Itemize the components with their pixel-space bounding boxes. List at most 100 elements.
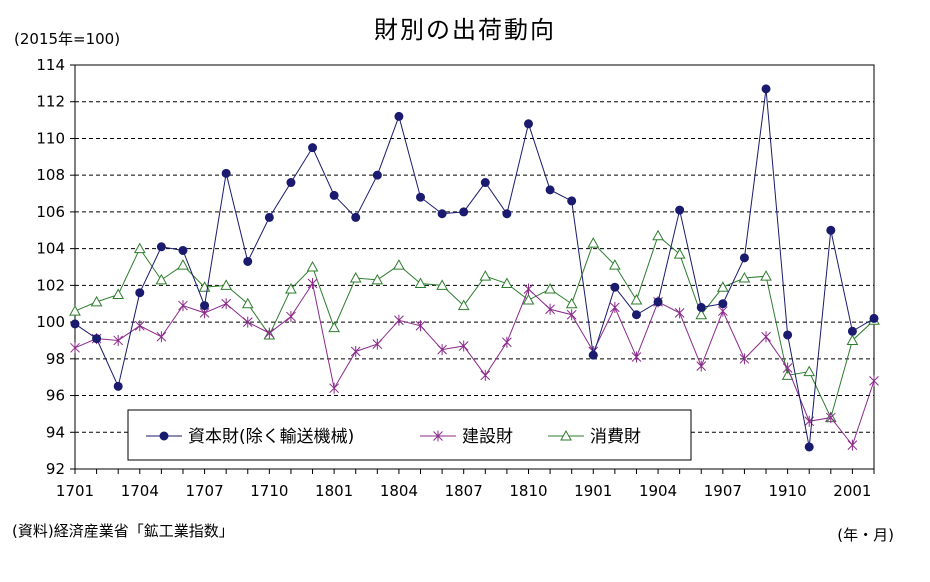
- point-0-1906: [696, 302, 706, 312]
- x-tick-label-1801: 1801: [315, 482, 353, 500]
- series-line-1: [74, 282, 875, 447]
- point-1-1711: [286, 311, 296, 323]
- point-0-1908: [739, 253, 749, 263]
- legend-marker-2: [560, 429, 572, 441]
- point-0-1812: [567, 196, 577, 206]
- point-1-2002: [869, 375, 879, 387]
- x-tick-label-1710: 1710: [250, 482, 288, 500]
- point-2-1803: [371, 273, 384, 285]
- point-2-2001: [846, 334, 859, 345]
- point-0-1701: [70, 319, 80, 329]
- point-2-1703: [112, 288, 125, 300]
- point-0-1903: [631, 310, 641, 320]
- point-0-1808: [480, 178, 490, 188]
- point-2-1808: [479, 270, 492, 281]
- point-1-1812: [566, 309, 577, 321]
- point-1-1809: [502, 336, 512, 348]
- y-tick-label-112: 112: [36, 93, 65, 111]
- point-0-2002: [869, 313, 879, 323]
- point-2-1908: [738, 271, 751, 283]
- point-2-1911: [803, 365, 816, 377]
- point-1-1804: [394, 314, 404, 326]
- point-0-2001: [847, 326, 857, 336]
- point-0-1810: [523, 119, 533, 129]
- point-0-1804: [394, 111, 404, 121]
- point-1-1708: [221, 298, 232, 310]
- chart-title: 財別の出荷動向: [374, 16, 556, 44]
- legend-label-0: 資本財(除く輸送機械): [188, 427, 354, 447]
- point-0-1901: [588, 350, 598, 360]
- axes: 92 94 96 98 100 102 104 106 108 110 112 114 1701 1704…: [36, 56, 875, 500]
- point-2-1902: [609, 259, 621, 270]
- point-0-1904: [653, 297, 663, 307]
- point-0-1702: [92, 334, 102, 344]
- point-0-1805: [416, 192, 426, 202]
- legend-label-2: 消費財: [590, 427, 641, 447]
- x-tick-label-1807: 1807: [445, 482, 483, 500]
- legend-label-1: 建設財: [462, 427, 513, 447]
- point-1-1808: [480, 369, 491, 381]
- point-0-1902: [610, 282, 620, 292]
- point-2-1702: [90, 295, 103, 307]
- series-line-2: [74, 234, 875, 420]
- y-tick-label-102: 102: [36, 276, 65, 294]
- point-0-1709: [243, 256, 253, 266]
- point-0-1911: [804, 442, 814, 452]
- series-2: [69, 229, 880, 423]
- point-0-1811: [545, 185, 555, 195]
- point-1-1905: [674, 307, 685, 319]
- point-2-1712: [306, 260, 319, 272]
- point-2-1711: [285, 283, 297, 294]
- point-1-1703: [113, 334, 124, 346]
- legend-box: [127, 409, 692, 461]
- point-0-1708: [221, 168, 231, 178]
- point-0-1802: [351, 212, 361, 222]
- point-1-1902: [610, 301, 620, 313]
- point-2-1801: [328, 321, 340, 333]
- point-2-1904: [652, 229, 664, 241]
- point-2-1903: [630, 294, 643, 305]
- point-2-1802: [349, 271, 362, 283]
- point-0-1905: [675, 205, 685, 215]
- point-1-1910: [782, 362, 793, 374]
- point-1-1704: [134, 320, 145, 332]
- point-2-1804: [393, 259, 405, 270]
- point-2-1810: [522, 294, 535, 305]
- point-0-1703: [113, 381, 123, 391]
- point-2-1907: [716, 281, 729, 292]
- point-0-1707: [200, 301, 210, 311]
- gridlines: [75, 101, 874, 433]
- point-2-1901: [587, 237, 600, 248]
- point-2-1705: [155, 273, 168, 285]
- y-tick-label-96: 96: [46, 387, 65, 405]
- point-0-1710: [264, 212, 274, 222]
- point-1-1811: [545, 303, 555, 315]
- y-tick-label-98: 98: [46, 350, 65, 368]
- x-tick-label-1704: 1704: [121, 482, 159, 500]
- y-tick-label-110: 110: [36, 129, 65, 147]
- y-tick-label-108: 108: [36, 166, 65, 184]
- point-1-1701: [70, 342, 80, 354]
- y-tick-label-106: 106: [36, 203, 65, 221]
- series-0: [70, 84, 879, 452]
- point-0-1801: [329, 190, 339, 200]
- legend-marker-1: [433, 430, 443, 442]
- point-2-1704: [133, 242, 146, 254]
- point-0-1711: [286, 178, 296, 188]
- point-1-1806: [437, 344, 447, 356]
- point-1-1908: [739, 353, 750, 365]
- x-tick-label-1701: 1701: [56, 482, 94, 500]
- point-0-1803: [372, 170, 382, 180]
- point-2-1706: [177, 259, 189, 270]
- point-1-1803: [372, 338, 383, 350]
- x-tick-label-1804: 1804: [380, 482, 418, 500]
- point-2-1905: [673, 248, 686, 259]
- x-tick-label-1910: 1910: [769, 482, 807, 500]
- point-0-1807: [459, 207, 469, 217]
- point-0-1704: [135, 288, 145, 298]
- point-0-1912: [826, 225, 836, 235]
- y-tick-label-94: 94: [46, 423, 65, 441]
- plot-frame: [74, 64, 875, 470]
- point-0-1907: [718, 299, 728, 309]
